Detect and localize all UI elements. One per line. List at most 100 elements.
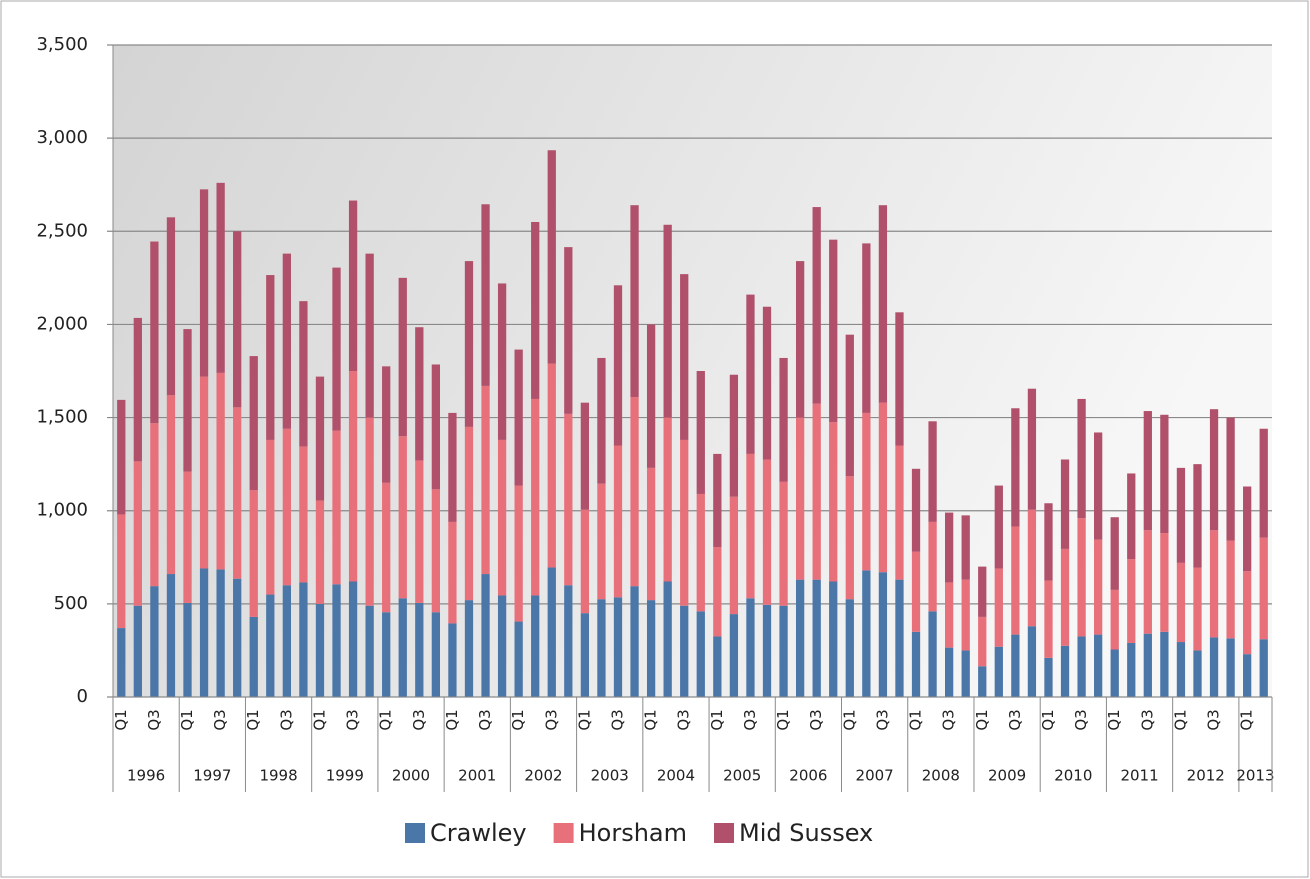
bar-segment xyxy=(961,650,970,697)
bar-segment xyxy=(249,356,258,491)
x-tick-label: Q3 xyxy=(344,709,362,730)
bar-segment xyxy=(117,399,126,515)
bar-segment xyxy=(299,582,308,697)
bar-segment xyxy=(216,182,225,373)
bar-segment xyxy=(547,567,556,697)
bar-segment xyxy=(199,376,209,569)
bar-segment xyxy=(746,294,755,454)
legend-swatch xyxy=(405,823,425,843)
bar-segment xyxy=(696,611,705,697)
bar-segment xyxy=(1160,631,1169,697)
y-tick-label: 3,500 xyxy=(36,34,88,55)
bar-segment xyxy=(1077,518,1086,637)
bar-segment xyxy=(646,324,656,468)
bar-segment xyxy=(1127,559,1136,643)
bar-segment xyxy=(845,476,854,600)
bar-segment xyxy=(1110,589,1119,650)
x-tick-label: Q1 xyxy=(1105,709,1123,730)
bar-segment xyxy=(365,605,374,697)
bar-segment xyxy=(564,247,573,414)
bar-segment xyxy=(531,398,540,596)
bar-segment xyxy=(415,327,424,461)
bar-segment xyxy=(183,471,192,603)
y-tick-label: 0 xyxy=(77,686,88,707)
bar-segment xyxy=(266,594,275,697)
bar-segment xyxy=(1044,503,1053,581)
bar-segment xyxy=(1110,649,1119,697)
bar-segment xyxy=(464,261,474,427)
bar-segment xyxy=(282,253,291,429)
bar-segment xyxy=(199,568,209,697)
bar-segment xyxy=(663,224,672,418)
bar-segment xyxy=(663,417,672,582)
bar-segment xyxy=(580,402,590,510)
bar-segment xyxy=(365,417,374,606)
bar-segment xyxy=(713,453,722,548)
bar-segment xyxy=(1259,639,1268,697)
bar-segment xyxy=(978,566,987,617)
legend-label: Crawley xyxy=(430,819,527,847)
x-tick-label: Q1 xyxy=(112,709,130,730)
x-tick-label: Q3 xyxy=(1205,709,1223,730)
bar-segment xyxy=(613,445,623,598)
bar-segment xyxy=(382,482,391,613)
bar-segment xyxy=(531,221,540,399)
bar-segment xyxy=(630,586,639,697)
bar-segment xyxy=(1094,634,1103,697)
bar-segment xyxy=(1226,417,1235,541)
bar-segment xyxy=(630,205,639,398)
bar-segment xyxy=(895,445,904,580)
bar-segment xyxy=(762,306,772,460)
bar-segment xyxy=(729,614,739,697)
bar-segment xyxy=(878,402,888,573)
bar-segment xyxy=(1027,626,1037,697)
year-label: 2011 xyxy=(1120,767,1158,785)
bar-segment xyxy=(928,521,937,612)
year-label: 2002 xyxy=(524,767,562,785)
bar-segment xyxy=(415,602,424,697)
y-tick-label: 500 xyxy=(54,593,88,614)
bar-segment xyxy=(994,646,1003,697)
bar-segment xyxy=(133,605,142,697)
bar-segment xyxy=(233,407,242,579)
bar-segment xyxy=(961,579,970,651)
bar-segment xyxy=(233,231,242,408)
bar-segment xyxy=(564,413,573,586)
bar-segment xyxy=(233,578,242,697)
bar-segment xyxy=(1127,642,1136,697)
x-tick-label: Q3 xyxy=(145,709,163,730)
x-tick-label: Q1 xyxy=(310,709,328,730)
bar-segment xyxy=(845,334,854,477)
bar-segment xyxy=(911,551,921,632)
bar-segment xyxy=(1060,548,1070,646)
bar-segment xyxy=(514,621,523,697)
year-label: 2005 xyxy=(723,767,761,785)
bar-segment xyxy=(266,439,275,595)
bar-segment xyxy=(1143,411,1152,531)
bar-segment xyxy=(365,253,374,418)
bar-segment xyxy=(1209,637,1219,697)
bar-segment xyxy=(646,467,656,601)
bar-segment xyxy=(696,371,705,494)
bar-segment xyxy=(282,428,291,586)
year-label: 2010 xyxy=(1054,767,1092,785)
bar-segment xyxy=(1176,562,1186,643)
bar-segment xyxy=(464,426,474,601)
bar-segment xyxy=(795,579,805,697)
bar-segment xyxy=(150,586,159,697)
bar-segment xyxy=(348,200,358,371)
x-tick-label: Q3 xyxy=(542,709,560,730)
bar-segment xyxy=(117,628,126,697)
bar-segment xyxy=(911,631,921,697)
bar-segment xyxy=(150,241,159,424)
x-tick-label: Q1 xyxy=(973,709,991,730)
x-tick-label: Q3 xyxy=(211,709,229,730)
y-tick-label: 2,000 xyxy=(36,313,88,334)
bar-segment xyxy=(315,603,325,697)
bar-segment xyxy=(382,366,391,483)
bar-segment xyxy=(613,285,623,446)
y-tick-label: 2,500 xyxy=(36,220,88,241)
bar-segment xyxy=(431,612,441,697)
bar-segment xyxy=(944,647,954,697)
bar-segment xyxy=(944,582,954,648)
